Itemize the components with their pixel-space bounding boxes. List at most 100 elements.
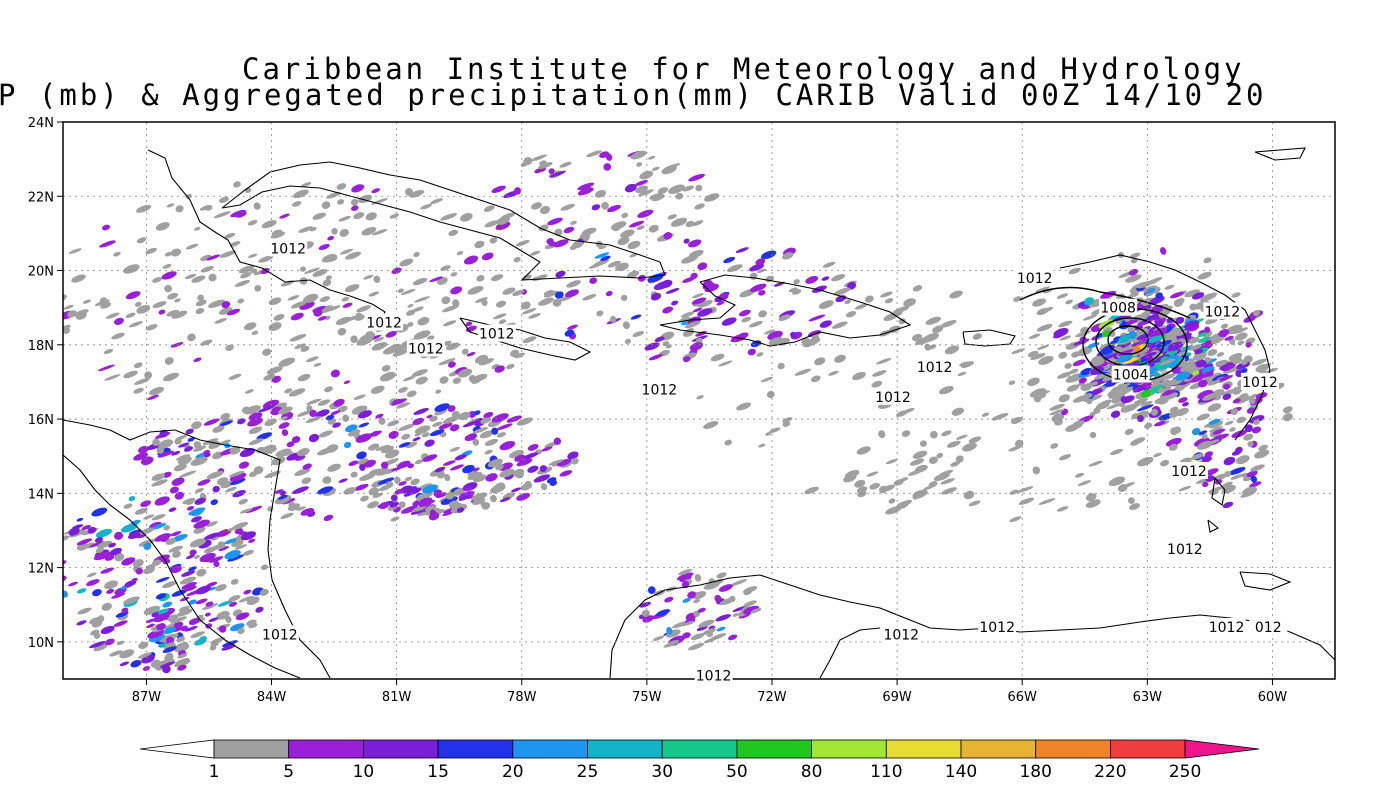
precip-cell [391, 466, 403, 472]
precip-cell [695, 184, 703, 192]
precip-cell [190, 516, 202, 523]
precip-cell [696, 395, 704, 400]
isobar-label: 1012 [1167, 542, 1203, 558]
precip-cell [407, 321, 414, 327]
precip-cell [379, 502, 389, 510]
precip-cell [657, 187, 669, 194]
precip-cell [407, 463, 415, 469]
precip-cell [556, 458, 572, 467]
precip-cell [1216, 375, 1233, 383]
precip-cell [123, 503, 133, 509]
precip-cell [1033, 390, 1051, 398]
precip-cell [484, 220, 500, 228]
precip-cell [338, 215, 351, 222]
precip-cell [288, 501, 296, 509]
precip-cell [1118, 334, 1131, 343]
precip-cell [637, 209, 654, 218]
precip-cell [1030, 353, 1046, 361]
precip-cell [128, 496, 136, 502]
precip-cell [155, 222, 170, 231]
precip-cell [555, 270, 566, 278]
precip-cell [367, 430, 382, 438]
precip-cell [104, 374, 121, 381]
precip-cell [831, 321, 848, 329]
precip-cell [123, 596, 140, 605]
precip-cell [450, 464, 464, 471]
precip-cell [1058, 351, 1068, 359]
precip-cell [814, 357, 826, 366]
precip-cell [443, 460, 456, 466]
precip-cell [1182, 401, 1189, 407]
precip-cell [721, 317, 737, 326]
precip-cell [1208, 418, 1221, 425]
precip-cell [865, 295, 874, 303]
precip-cell [1082, 314, 1098, 321]
precip-cell [1129, 252, 1141, 259]
precip-cell [1089, 431, 1097, 439]
precip-cell [356, 305, 372, 313]
precip-cell [330, 410, 341, 416]
precip-cell [1065, 423, 1080, 432]
precip-cell [273, 314, 285, 321]
precip-cell [1121, 356, 1128, 361]
precip-cell [312, 269, 328, 277]
lon-tick-label: 75W [632, 690, 662, 705]
precip-cell [322, 476, 332, 484]
precip-cell [1009, 489, 1019, 495]
precip-cell [1244, 424, 1253, 433]
precip-cell [514, 352, 526, 359]
lat-tick-label: 14N [28, 487, 54, 502]
precip-cell [205, 521, 218, 527]
precip-cell [1160, 370, 1170, 376]
precip-cell [434, 403, 450, 412]
precip-cell [162, 471, 172, 478]
precip-cell [323, 514, 334, 522]
precip-cell [162, 601, 173, 608]
precip-cell [240, 272, 252, 279]
precip-cell [200, 339, 213, 346]
precip-cell [188, 599, 197, 605]
precip-cell [405, 309, 416, 316]
precip-cell [74, 309, 89, 317]
precip-cell [648, 224, 659, 233]
precip-cell [1254, 449, 1270, 459]
precip-cell [243, 322, 257, 331]
precip-cell [411, 369, 428, 377]
precip-cell [957, 371, 967, 377]
precip-cell [810, 375, 821, 383]
precip-cell [238, 265, 255, 274]
precip-cell [131, 577, 138, 582]
precip-cell [410, 478, 420, 486]
precip-cell [296, 410, 313, 417]
precip-cell [1198, 379, 1208, 388]
precip-cell [688, 642, 705, 651]
precip-cell [76, 620, 87, 626]
precip-cell [1150, 382, 1161, 388]
precip-cell [1084, 297, 1095, 306]
precip-cell [1178, 397, 1188, 403]
precip-cell [1011, 348, 1025, 355]
precip-cell [318, 243, 330, 251]
precip-cell [130, 519, 141, 526]
colorbar-label: 15 [427, 762, 449, 782]
precip-cell [692, 591, 707, 600]
precip-cell [1184, 289, 1200, 298]
precip-cell [1215, 359, 1228, 367]
colorbar-swatch [1110, 739, 1186, 759]
precip-cell [1054, 418, 1063, 426]
precip-cell [95, 547, 104, 553]
precip-cell [930, 430, 938, 439]
precip-cell [442, 304, 459, 313]
precip-cell [611, 223, 621, 232]
precip-cell [1222, 481, 1233, 488]
precip-cell [1240, 368, 1248, 373]
precip-cell [111, 592, 126, 599]
precip-cell [200, 265, 214, 273]
precip-cell [1150, 375, 1166, 384]
precip-cell [885, 458, 898, 465]
precip-cell [1056, 506, 1069, 512]
precip-cell [624, 183, 637, 193]
precip-cell [498, 319, 507, 325]
precip-cell [766, 390, 775, 399]
precip-cell [1078, 348, 1087, 353]
